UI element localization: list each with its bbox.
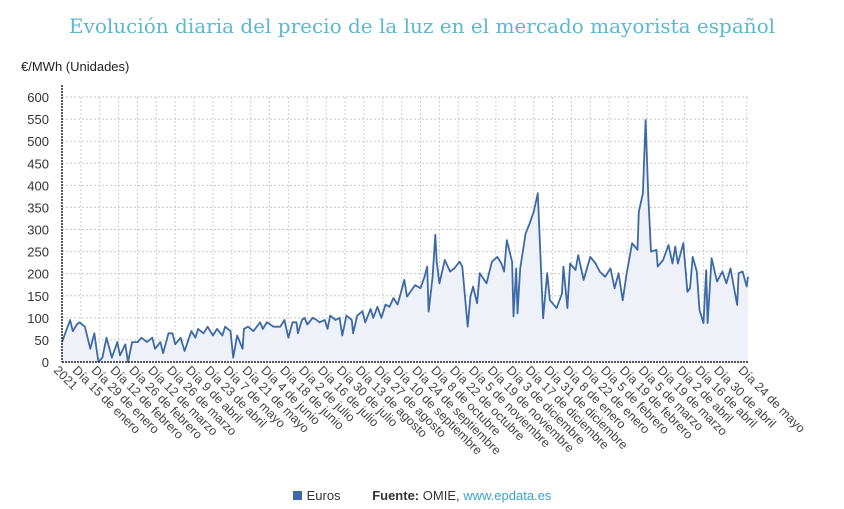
- y-tick-label: 300: [27, 223, 49, 238]
- y-tick-label: 200: [27, 267, 49, 282]
- y-tick-label: 0: [42, 355, 49, 370]
- legend: Euros Fuente: OMIE, www.epdata.es: [0, 488, 844, 503]
- y-tick-label: 450: [27, 156, 49, 171]
- y-axis-label: €/MWh (Unidades): [21, 59, 130, 74]
- legend-swatch-euros: [292, 491, 302, 500]
- chart-title: Evolución diaria del precio de la luz en…: [68, 14, 776, 38]
- y-tick-label: 150: [27, 289, 49, 304]
- y-tick-label: 250: [27, 245, 49, 260]
- y-tick-label: 550: [27, 112, 49, 127]
- legend-label-euros: Euros: [306, 488, 341, 503]
- source-link[interactable]: www.epdata.es: [463, 488, 552, 503]
- series-line-euros: [61, 119, 749, 363]
- y-tick-label: 600: [27, 90, 49, 105]
- series-area-euros: [62, 120, 748, 362]
- y-tick-label: 50: [35, 333, 49, 348]
- y-tick-label: 500: [27, 134, 49, 149]
- source-text: OMIE,: [422, 488, 460, 503]
- y-tick-label: 100: [27, 311, 49, 326]
- source-label: Fuente:: [372, 488, 420, 503]
- y-tick-label: 350: [27, 200, 49, 215]
- y-tick-label: 400: [27, 178, 49, 193]
